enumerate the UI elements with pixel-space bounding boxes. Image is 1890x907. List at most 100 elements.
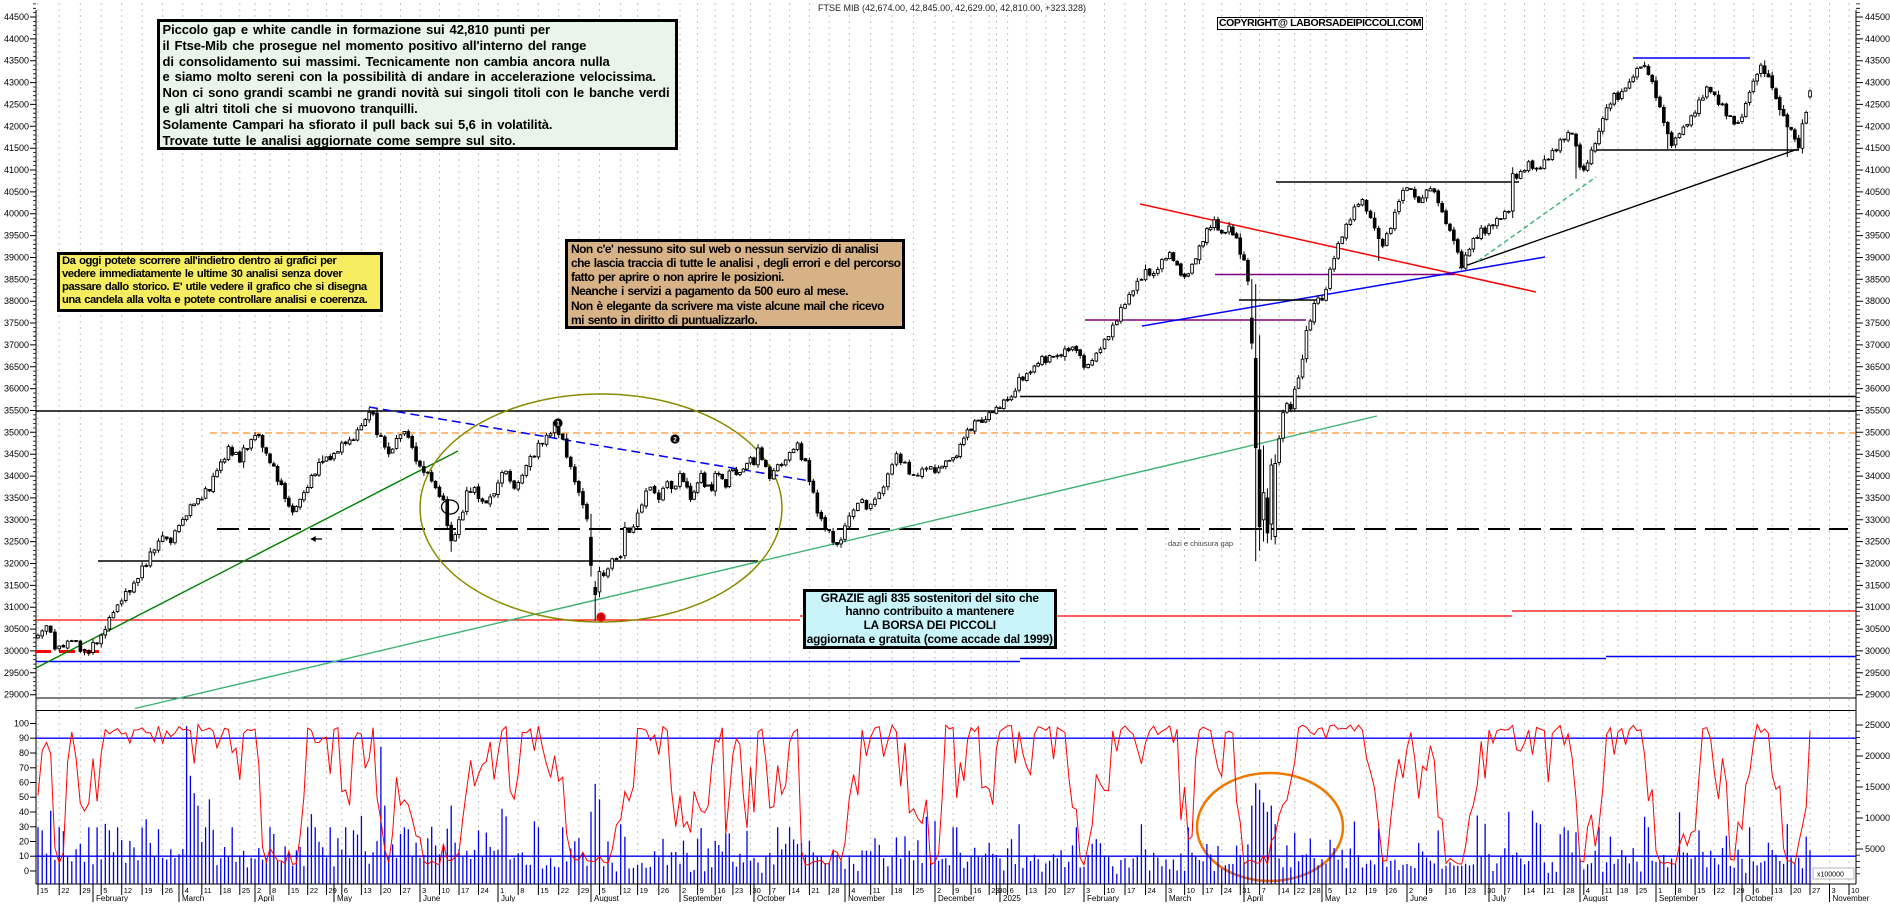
svg-text:34500: 34500 (1865, 449, 1890, 459)
svg-text:28: 28 (1312, 886, 1320, 895)
svg-text:13: 13 (1774, 886, 1782, 895)
svg-text:3: 3 (422, 886, 426, 895)
svg-text:8: 8 (520, 886, 524, 895)
svg-text:40000: 40000 (1865, 209, 1890, 219)
svg-text:30: 30 (1487, 886, 1495, 895)
svg-text:June: June (423, 894, 441, 902)
svg-text:8: 8 (272, 886, 276, 895)
svg-text:2: 2 (673, 436, 677, 443)
svg-text:42500: 42500 (1865, 99, 1890, 109)
svg-text:35000: 35000 (1865, 427, 1890, 437)
svg-text:37500: 37500 (4, 318, 29, 328)
svg-text:20: 20 (1048, 886, 1056, 895)
svg-text:5: 5 (1328, 886, 1332, 895)
svg-text:15000: 15000 (1865, 782, 1890, 792)
svg-text:29500: 29500 (1865, 668, 1890, 678)
svg-text:39500: 39500 (1865, 231, 1890, 241)
svg-text:September: September (683, 894, 722, 902)
svg-text:7: 7 (772, 886, 776, 895)
svg-text:31000: 31000 (1865, 602, 1890, 612)
svg-text:27: 27 (1067, 886, 1075, 895)
svg-text:29: 29 (82, 886, 90, 895)
svg-text:20000: 20000 (1865, 751, 1890, 761)
svg-text:37500: 37500 (1865, 318, 1890, 328)
svg-text:70: 70 (19, 763, 29, 773)
svg-text:42000: 42000 (4, 121, 29, 131)
svg-text:1: 1 (500, 886, 504, 895)
svg-text:26: 26 (661, 886, 669, 895)
svg-text:1: 1 (1658, 886, 1662, 895)
svg-text:40: 40 (19, 807, 29, 817)
svg-text:41500: 41500 (1865, 143, 1890, 153)
svg-text:3: 3 (599, 614, 603, 621)
svg-text:25000: 25000 (1865, 720, 1890, 730)
svg-text:25: 25 (916, 886, 924, 895)
svg-text:9: 9 (1429, 886, 1433, 895)
svg-text:30500: 30500 (4, 624, 29, 634)
svg-text:2: 2 (937, 886, 941, 895)
svg-text:November: November (1833, 894, 1870, 902)
svg-text:37000: 37000 (4, 340, 29, 350)
svg-text:6: 6 (344, 886, 348, 895)
svg-text:September: September (1659, 894, 1698, 902)
svg-text:35500: 35500 (1865, 406, 1890, 416)
svg-text:11: 11 (1605, 886, 1613, 895)
svg-text:39500: 39500 (4, 231, 29, 241)
svg-text:34000: 34000 (1865, 471, 1890, 481)
svg-text:10: 10 (442, 886, 450, 895)
svg-text:May: May (1325, 894, 1340, 902)
svg-text:43000: 43000 (4, 78, 29, 88)
svg-text:16: 16 (1448, 886, 1456, 895)
svg-text:April: April (258, 894, 274, 902)
svg-text:10000: 10000 (1865, 813, 1890, 823)
svg-text:2: 2 (682, 886, 686, 895)
svg-text:29500: 29500 (4, 668, 29, 678)
svg-text:32000: 32000 (1865, 559, 1890, 569)
svg-text:36500: 36500 (1865, 362, 1890, 372)
svg-text:28: 28 (1566, 886, 1574, 895)
svg-text:34000: 34000 (4, 471, 29, 481)
svg-text:29000: 29000 (1865, 690, 1890, 700)
svg-text:October: October (757, 894, 786, 902)
svg-text:October: October (1745, 894, 1774, 902)
svg-text:33000: 33000 (1865, 515, 1890, 525)
svg-text:18: 18 (223, 886, 231, 895)
svg-text:March: March (1169, 894, 1191, 902)
svg-text:35500: 35500 (4, 406, 29, 416)
svg-text:41000: 41000 (1865, 165, 1890, 175)
svg-text:33000: 33000 (4, 515, 29, 525)
svg-text:22: 22 (561, 886, 569, 895)
svg-text:20: 20 (19, 837, 29, 847)
svg-text:July: July (501, 894, 515, 902)
svg-text:February: February (1087, 894, 1119, 902)
svg-text:30000: 30000 (1865, 646, 1890, 656)
svg-text:24: 24 (481, 886, 489, 895)
svg-text:x100000: x100000 (1817, 872, 1844, 879)
svg-text:38000: 38000 (4, 296, 29, 306)
svg-text:30000: 30000 (4, 646, 29, 656)
svg-text:42500: 42500 (4, 99, 29, 109)
svg-text:20: 20 (383, 886, 391, 895)
svg-text:2: 2 (1409, 886, 1413, 895)
svg-text:43500: 43500 (4, 56, 29, 66)
svg-text:31500: 31500 (1865, 580, 1890, 590)
svg-text:32500: 32500 (4, 537, 29, 547)
svg-text:FTSE MIB (42,674.00, 42,845.00: FTSE MIB (42,674.00, 42,845.00, 42,629.0… (818, 3, 1086, 13)
svg-text:March: March (182, 894, 204, 902)
svg-text:25: 25 (242, 886, 250, 895)
svg-text:41000: 41000 (4, 165, 29, 175)
svg-text:26: 26 (1389, 886, 1397, 895)
svg-text:10: 10 (1107, 886, 1115, 895)
svg-text:31: 31 (1242, 886, 1250, 895)
svg-text:2: 2 (257, 886, 261, 895)
svg-text:15: 15 (1697, 886, 1705, 895)
svg-text:10: 10 (1851, 886, 1859, 895)
svg-text:25: 25 (1639, 886, 1647, 895)
svg-text:28: 28 (831, 886, 839, 895)
svg-text:30: 30 (19, 822, 29, 832)
svg-text:43000: 43000 (1865, 78, 1890, 88)
svg-text:43500: 43500 (1865, 56, 1890, 66)
svg-text:22: 22 (1717, 886, 1725, 895)
svg-text:10: 10 (1187, 886, 1195, 895)
svg-text:36500: 36500 (4, 362, 29, 372)
